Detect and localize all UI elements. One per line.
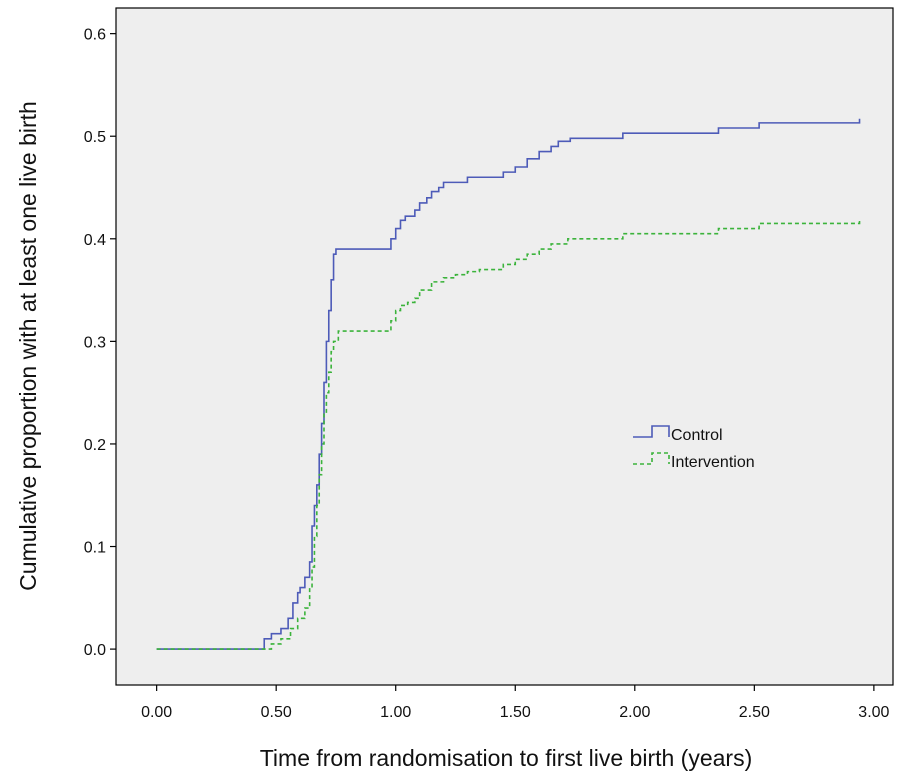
x-tick-label: 0.00 <box>141 704 172 721</box>
y-tick-label: 0.3 <box>84 334 106 351</box>
y-axis-ticks: 0.0 0.1 0.2 0.3 0.4 0.5 0.6 <box>84 27 116 659</box>
y-axis-title: Cumulative proportion with at least one … <box>15 101 41 591</box>
x-tick-label: 3.00 <box>858 704 889 721</box>
series-layer <box>156 118 861 650</box>
plot-area <box>115 7 894 686</box>
x-tick-label: 2.50 <box>739 704 770 721</box>
y-tick-label: 0.4 <box>84 232 106 249</box>
y-tick-label: 0.6 <box>84 27 106 44</box>
x-tick-label: 1.00 <box>380 704 411 721</box>
x-axis-ticks: 0.00 0.50 1.00 1.50 2.00 2.50 3.00 <box>141 685 890 721</box>
series-line-intervention <box>156 220 861 650</box>
x-axis-title: Time from randomisation to first live bi… <box>260 745 753 771</box>
legend-swatch-intervention <box>633 452 670 465</box>
x-tick-label: 2.00 <box>619 704 650 721</box>
x-tick-label: 1.50 <box>500 704 531 721</box>
y-tick-label: 0.1 <box>84 540 106 557</box>
y-tick-label: 0.0 <box>84 642 106 659</box>
legend: Control Intervention <box>633 425 755 471</box>
y-tick-label: 0.2 <box>84 437 106 454</box>
legend-swatch-control <box>633 425 670 438</box>
x-tick-label: 0.50 <box>261 704 292 721</box>
series-line-control <box>156 118 861 650</box>
y-tick-label: 0.5 <box>84 129 106 146</box>
legend-label-control: Control <box>671 427 723 444</box>
legend-label-intervention: Intervention <box>671 454 755 471</box>
